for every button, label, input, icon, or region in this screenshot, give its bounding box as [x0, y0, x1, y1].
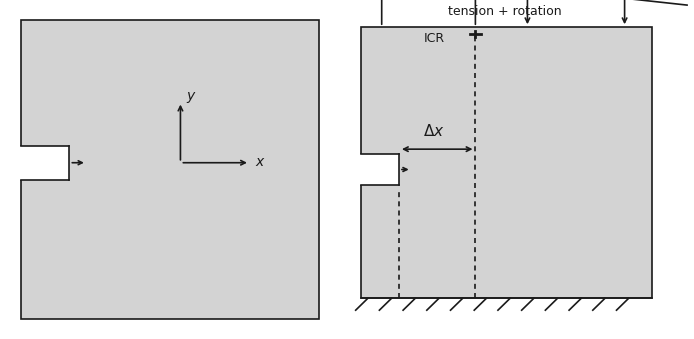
- Bar: [361, 27, 652, 298]
- Bar: [20, 146, 69, 180]
- Bar: [360, 154, 399, 185]
- Text: $\Delta x$: $\Delta x$: [423, 123, 445, 139]
- Bar: [21, 20, 319, 319]
- Text: ICR: ICR: [423, 33, 444, 45]
- Text: x: x: [255, 155, 264, 169]
- Text: tension + rotation: tension + rotation: [448, 5, 561, 18]
- Text: y: y: [186, 89, 194, 103]
